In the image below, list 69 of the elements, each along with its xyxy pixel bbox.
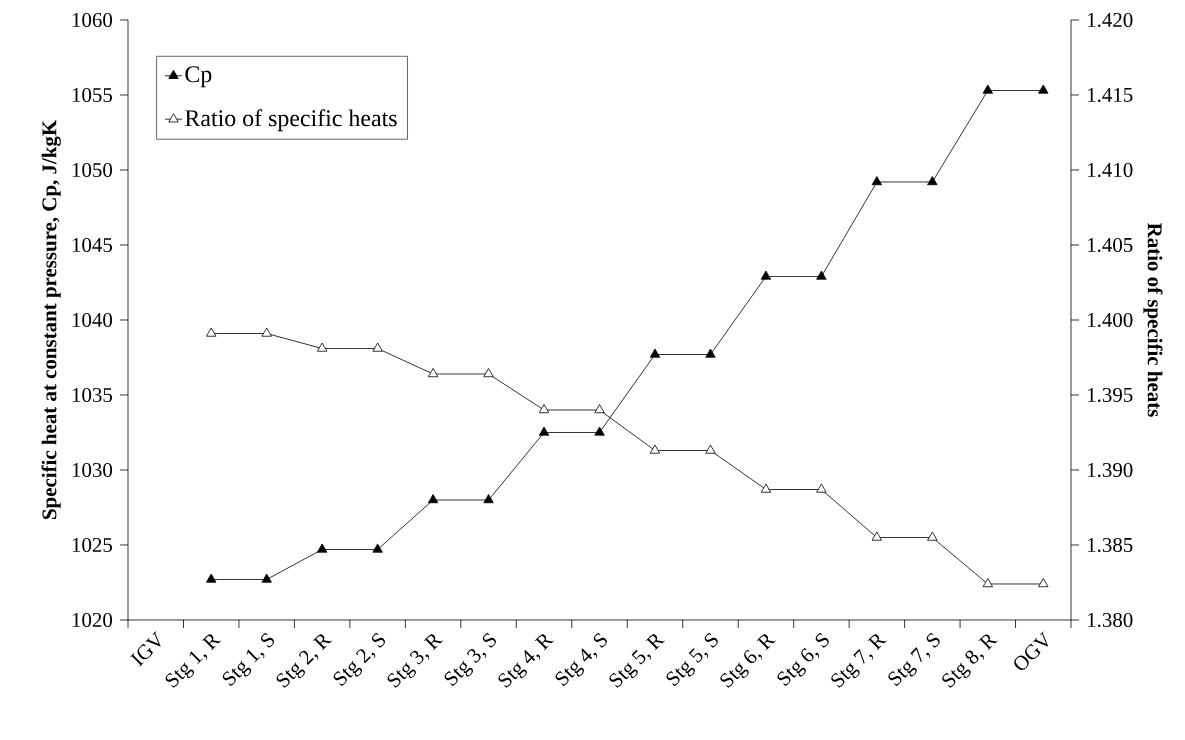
y2-axis-title: Ratio of specific heats: [1143, 223, 1163, 417]
point: [261, 573, 272, 583]
point: [261, 327, 272, 337]
y-tick-label: 1030: [72, 462, 113, 478]
x-tick-label: Stg 1, S: [222, 632, 275, 686]
x-tick-label: Stg 4, S: [555, 632, 607, 686]
point: [871, 176, 883, 186]
point: [705, 348, 716, 358]
y-tick-label: 1050: [72, 162, 113, 178]
y2-tick-label: 1.385: [1088, 537, 1133, 553]
y-tick-label: 1055: [72, 87, 113, 103]
point: [427, 494, 439, 504]
point: [483, 368, 494, 378]
point: [594, 426, 605, 436]
x-tick-label: Stg 2, S: [333, 632, 386, 686]
y2-tick-label: 1.395: [1088, 387, 1133, 403]
point: [316, 342, 328, 352]
point: [206, 327, 217, 337]
y-tick-label: 1020: [72, 612, 113, 628]
x-tick-label: Stg 1, R: [165, 634, 221, 688]
y2-tick-label: 1.415: [1088, 87, 1133, 103]
point: [760, 483, 772, 493]
x-tick-label: Stg 5, R: [609, 634, 665, 688]
point: [927, 531, 938, 541]
y2-tick-label: 1.380: [1088, 612, 1133, 628]
legend-label: Ratio of specific heats: [185, 109, 397, 132]
x-tick-label: Stg 4, R: [498, 634, 554, 688]
legend-label: Cp: [185, 66, 212, 88]
point: [538, 404, 550, 414]
x-tick-label: Stg 6, R: [720, 634, 776, 688]
x-tick-label: Stg 3, S: [444, 632, 496, 686]
point: [594, 404, 605, 414]
x-tick-label: Stg 3, R: [387, 634, 443, 688]
point: [1038, 578, 1049, 588]
x-tick-label: Stg 7, S: [888, 632, 940, 686]
point: [1038, 84, 1049, 94]
y-tick-label: 1045: [72, 237, 113, 253]
point: [316, 543, 328, 553]
y2-tick-label: 1.405: [1088, 237, 1133, 253]
point: [982, 578, 993, 588]
y2-tick-label: 1.420: [1088, 12, 1133, 28]
y2-tick-label: 1.410: [1088, 162, 1133, 178]
x-tick-label: Stg 2, R: [276, 634, 332, 688]
y2-tick-label: 1.400: [1088, 312, 1133, 328]
point: [372, 543, 383, 553]
point: [372, 342, 383, 352]
point: [483, 494, 494, 504]
y-axis-title: Specific heat at constant pressure, Cp, J/kgK: [41, 120, 61, 519]
y2-tick-label: 1.390: [1088, 462, 1133, 478]
point: [649, 348, 661, 358]
y-tick-label: 1040: [72, 312, 113, 328]
point: [427, 368, 439, 378]
x-tick-label: Stg 7, R: [831, 634, 887, 688]
point: [649, 444, 661, 454]
y-tick-label: 1060: [72, 12, 113, 28]
point: [760, 270, 772, 280]
x-tick-label: Stg 6, S: [777, 632, 829, 686]
point: [705, 444, 716, 454]
point: [538, 426, 550, 436]
point: [982, 84, 993, 94]
point: [816, 483, 827, 493]
point: [206, 573, 217, 583]
x-tick-label: Stg 5, S: [666, 632, 718, 686]
point: [871, 531, 883, 541]
y-tick-label: 1025: [72, 537, 113, 553]
point: [927, 176, 938, 186]
point: [816, 270, 827, 280]
y-tick-label: 1035: [72, 387, 113, 403]
x-tick-label: Stg 8, R: [942, 634, 998, 688]
